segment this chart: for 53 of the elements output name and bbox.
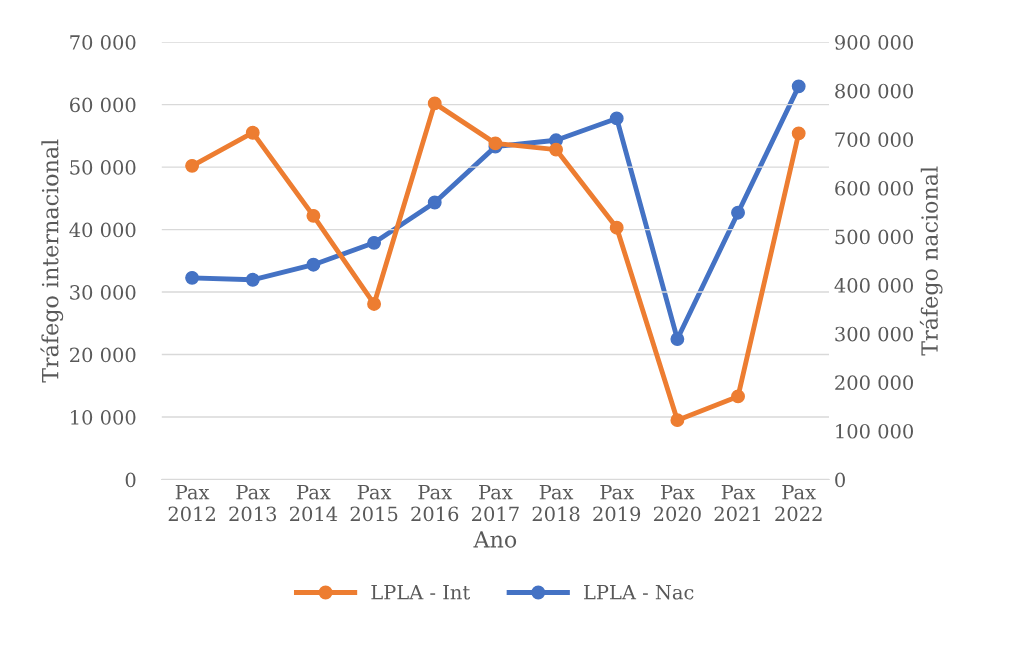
x-tick-label: Pax 2022	[775, 484, 822, 522]
y2-tick-label: 500 000	[835, 229, 913, 245]
point	[306, 208, 321, 223]
x-tick-label: Pax 2014	[289, 484, 338, 522]
x-tick-label: Pax 2016	[411, 484, 459, 522]
point	[731, 205, 745, 220]
y-tick-label: 10 000	[71, 409, 136, 425]
y2-tick-label: 200 000	[835, 375, 913, 390]
y2-tick-label: 800 000	[835, 83, 913, 99]
x-tick-label: Pax 2021	[714, 484, 761, 522]
x-tick-label: Pax 2017	[471, 484, 519, 522]
point	[609, 220, 624, 235]
point	[245, 125, 260, 140]
point	[367, 235, 382, 250]
y2-tick-label: 300 000	[835, 326, 913, 342]
x-tick-label: Pax 2012	[168, 484, 215, 522]
point	[791, 126, 806, 141]
y-tick-label: 30 000	[70, 285, 136, 300]
x-tick-label: Pax 2020	[653, 484, 701, 522]
x-tick-label: Pax 2019	[593, 484, 641, 522]
legend-label: LPLA - Int	[371, 585, 471, 600]
y2-tick-label: 600 000	[835, 180, 913, 196]
x-tick-label: Pax 2015	[350, 484, 398, 522]
y-tick-label: 0	[125, 472, 136, 488]
point	[609, 111, 624, 126]
y2-tick-label: 100 000	[836, 423, 913, 439]
y2-tick-label: 900 000	[835, 35, 913, 50]
y2-tick-label: 400 000	[834, 278, 913, 293]
point	[427, 96, 442, 111]
point	[549, 142, 563, 157]
point	[427, 195, 442, 210]
legend-label: LPLA - Nac	[584, 585, 694, 600]
point	[306, 257, 321, 272]
y-tick-label: 20 000	[70, 347, 136, 363]
y2-tick-label: 700 000	[835, 132, 913, 147]
y2-tick-label: 0	[835, 472, 845, 488]
y-tick-label: 40 000	[69, 222, 136, 238]
y-tick-label: 50 000	[70, 160, 136, 175]
point	[670, 332, 685, 347]
point	[670, 413, 685, 428]
point	[731, 389, 745, 404]
x-axis-title: Ano	[473, 531, 517, 548]
point	[367, 296, 382, 311]
y-tick-label: 70 000	[70, 35, 136, 50]
y-axis-title: Tráfego internacional	[40, 139, 64, 383]
y-tick-label: 60 000	[70, 97, 136, 113]
x-tick-label: Pax 2018	[532, 484, 580, 522]
point	[185, 158, 200, 173]
y2-axis-title: Tráfego nacional	[919, 166, 943, 356]
x-tick-label: Pax 2013	[229, 484, 277, 522]
point	[791, 79, 806, 94]
point	[245, 272, 260, 287]
point	[185, 270, 200, 285]
